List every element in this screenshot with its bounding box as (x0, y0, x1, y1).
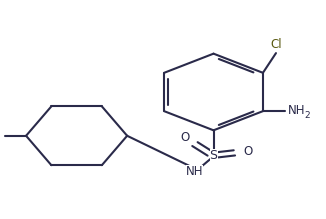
Text: NH: NH (288, 104, 305, 117)
Text: O: O (181, 131, 190, 145)
Text: S: S (210, 149, 217, 162)
Text: 2: 2 (304, 111, 310, 120)
Text: Cl: Cl (270, 38, 282, 51)
Text: NH: NH (186, 165, 203, 178)
Text: O: O (244, 145, 253, 158)
